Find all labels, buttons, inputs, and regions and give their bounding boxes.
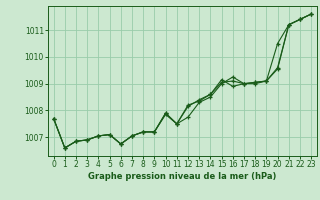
- X-axis label: Graphe pression niveau de la mer (hPa): Graphe pression niveau de la mer (hPa): [88, 172, 276, 181]
